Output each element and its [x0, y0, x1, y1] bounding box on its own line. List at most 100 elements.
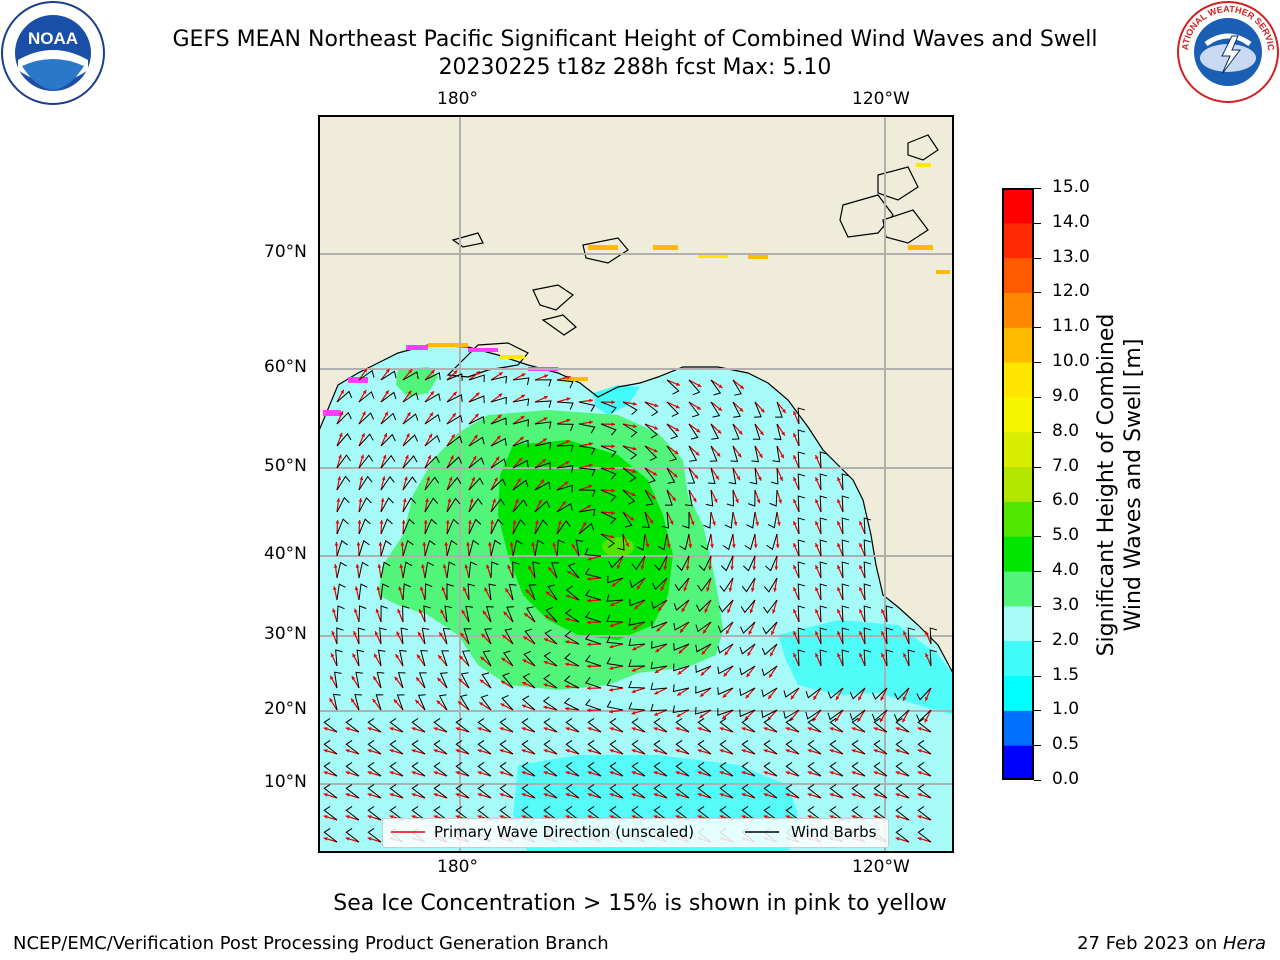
wave-direction-arrowhead [651, 495, 656, 500]
wave-direction-arrowhead [837, 499, 841, 504]
wave-direction-arrowhead [669, 520, 674, 525]
colorbar-segment [1002, 188, 1034, 224]
wave-direction-arrowhead [543, 396, 548, 400]
wave-direction-arrowhead [418, 609, 423, 614]
wave-direction-arrowhead [677, 692, 682, 696]
wind-barb [698, 555, 712, 572]
wind-barb [424, 372, 441, 381]
wind-barb [700, 533, 712, 551]
wind-barb [607, 575, 624, 584]
wind-barb [565, 783, 580, 799]
wave-direction-arrowhead [382, 454, 387, 459]
wave-zone-max [602, 537, 634, 557]
wind-barb [446, 435, 463, 447]
wave-direction-arrowhead [881, 653, 885, 658]
wave-direction-arrowhead [452, 391, 457, 396]
wind-barb [556, 401, 574, 410]
wave-direction-arrowhead [829, 793, 834, 797]
wind-barb [402, 476, 417, 491]
wind-barb [775, 401, 783, 418]
wind-barb [772, 445, 781, 463]
colorbar-tick-mark [1034, 501, 1041, 503]
wind-barb [345, 739, 360, 755]
wind-barb [761, 665, 778, 677]
wave-direction-arrowhead [690, 521, 695, 526]
wave-direction-arrowhead [345, 727, 350, 731]
wind-barb [354, 693, 362, 711]
wind-barb [732, 379, 742, 396]
wave-direction-arrowhead [499, 793, 504, 797]
wave-direction-arrowhead [675, 727, 680, 731]
wind-barb [650, 661, 668, 670]
wave-direction-arrowhead [442, 564, 447, 569]
wave-direction-arrowhead [399, 564, 404, 568]
wave-direction-arrowhead [611, 582, 616, 587]
wave-direction-arrowhead [451, 434, 455, 439]
colorbar-tick-label: 4.0 [1052, 560, 1080, 581]
wave-direction-arrowhead [464, 564, 469, 569]
wave-direction-arrowhead [534, 520, 539, 524]
wind-barb [600, 533, 615, 548]
wind-barb [433, 783, 448, 799]
wind-barb [380, 539, 392, 557]
wind-barb [622, 467, 637, 483]
wave-direction-arrowhead [666, 544, 671, 548]
wave-direction-arrowhead [566, 571, 571, 575]
wind-barb [739, 665, 756, 676]
wind-barb [600, 445, 617, 458]
wave-direction-arrowhead [588, 442, 593, 446]
wave-direction-arrowhead [708, 566, 712, 570]
wave-direction-arrowhead [486, 564, 490, 569]
wave-direction-arrowhead [490, 520, 494, 524]
wave-direction-arrowhead [777, 521, 781, 526]
colorbar-segment [1002, 675, 1034, 711]
wind-barb [749, 467, 758, 485]
colorbar-tick-label: 10.0 [1052, 351, 1090, 372]
wave-direction-arrowhead [611, 422, 615, 427]
wave-direction-arrowhead [587, 686, 591, 691]
wind-barb [807, 805, 822, 821]
wave-direction-arrowhead [509, 542, 514, 546]
wave-direction-arrowhead [345, 815, 350, 819]
wave-direction-arrowhead [441, 586, 446, 591]
wave-direction-arrowhead [694, 474, 699, 479]
lat-label-30n: 30°N [264, 624, 307, 644]
wave-direction-arrowhead [587, 749, 592, 753]
wind-barb [851, 761, 866, 777]
wave-direction-arrowhead [499, 749, 504, 753]
wind-barb [578, 522, 595, 535]
wave-direction-arrowhead [753, 544, 758, 548]
wave-direction-arrowhead [499, 771, 504, 775]
wind-barb [622, 511, 633, 528]
wave-direction-arrowhead [484, 587, 488, 592]
wind-barb [819, 583, 828, 601]
wave-direction-arrowhead [697, 771, 702, 775]
wind-barb [622, 445, 638, 460]
wind-barb [751, 445, 760, 463]
wave-direction-arrowhead [723, 672, 728, 677]
wind-barb [741, 739, 756, 755]
wave-direction-arrowhead [851, 749, 856, 753]
wind-barb [719, 577, 734, 593]
wave-direction-arrowhead [895, 837, 900, 841]
wind-barb [762, 621, 778, 635]
wave-direction-arrowhead [405, 454, 409, 459]
wave-direction-arrowhead [429, 412, 434, 417]
wave-direction-arrowhead [427, 455, 432, 460]
wave-direction-arrowhead [422, 542, 427, 546]
wave-direction-arrowhead [418, 631, 422, 636]
wind-barb [694, 706, 712, 715]
wave-direction-arrowhead [481, 633, 486, 638]
wave-direction-arrowhead [339, 411, 344, 416]
colorbar-tick-label: 7.0 [1052, 455, 1080, 476]
wind-barb [433, 717, 448, 733]
colorbar-tick-mark [1034, 605, 1041, 607]
wind-barb [468, 477, 484, 491]
wind-barb [357, 627, 366, 645]
wave-direction-arrowhead [610, 602, 615, 607]
wave-direction-arrowhead [384, 411, 388, 416]
wave-direction-arrowhead [411, 727, 416, 731]
wind-barb [719, 739, 734, 755]
wind-barb [917, 805, 932, 821]
wave-direction-arrowhead [881, 631, 885, 636]
